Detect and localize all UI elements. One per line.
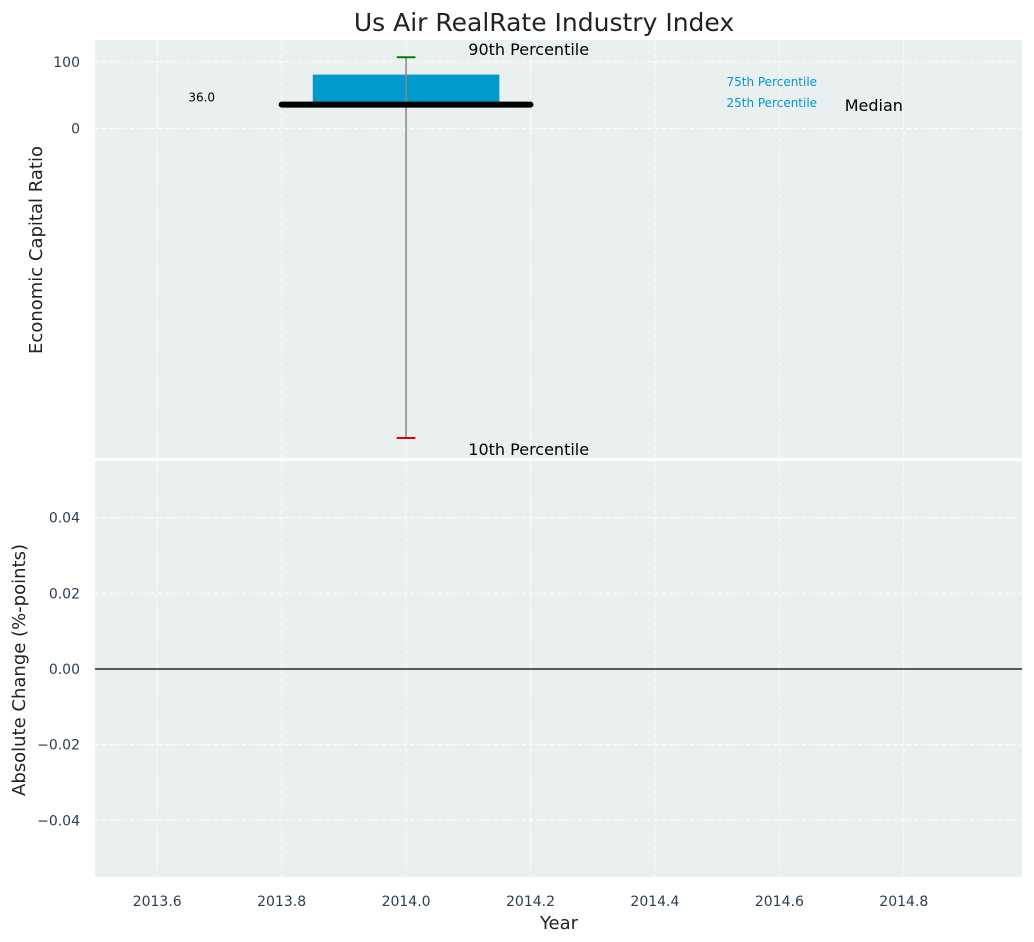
- top-plot-background: [95, 40, 1022, 458]
- x-tick-label: 2013.8: [257, 894, 306, 910]
- median-legend-label: Median: [845, 96, 903, 115]
- bottom-x-tick-labels: 2013.6 2013.8 2014.0 2014.2 2014.4 2014.6 2014…: [133, 894, 929, 910]
- bottom-y-tick-label: 0.04: [49, 511, 80, 527]
- p10-label: 10th Percentile: [468, 440, 589, 459]
- bottom-y-axis-label: Absolute Change (%-points): [9, 544, 30, 796]
- x-tick-label: 2014.0: [382, 894, 431, 910]
- top-y-tick-label: 0: [71, 122, 80, 138]
- top-y-tick-labels: 0 100: [53, 55, 80, 138]
- bottom-x-gridlines: [156, 461, 905, 877]
- x-tick-label: 2013.6: [133, 894, 182, 910]
- bottom-y-tick-label: 0.00: [49, 662, 80, 678]
- top-y-gridlines: [95, 61, 1022, 130]
- bottom-panel: −0.04 −0.02 0.00 0.02 0.04 2013.6 2013.8 2014.…: [9, 461, 1022, 934]
- median-value-label: 36.0: [188, 91, 215, 105]
- bottom-y-tick-label: −0.02: [37, 738, 80, 754]
- x-tick-label: 2014.4: [630, 894, 679, 910]
- x-tick-label: 2014.2: [506, 894, 555, 910]
- x-tick-label: 2014.8: [879, 894, 928, 910]
- p90-label: 90th Percentile: [468, 40, 589, 59]
- top-y-tick-label: 100: [53, 55, 80, 71]
- x-axis-label: Year: [539, 913, 579, 934]
- bottom-y-tick-label: −0.04: [37, 813, 80, 829]
- top-panel: 0 100 36.0 90th Percentile 10th Percentile 7…: [26, 40, 1022, 459]
- p25-label: 25th Percentile: [726, 96, 817, 110]
- bottom-y-tick-label: 0.02: [49, 586, 80, 602]
- bottom-y-tick-labels: −0.04 −0.02 0.00 0.02 0.04: [37, 511, 80, 830]
- chart-title: Us Air RealRate Industry Index: [354, 8, 734, 37]
- x-tick-label: 2014.6: [755, 894, 804, 910]
- box-plot: 36.0 90th Percentile 10th Percentile 75th P…: [188, 40, 903, 459]
- p75-label: 75th Percentile: [726, 75, 817, 89]
- top-y-axis-label: Economic Capital Ratio: [26, 146, 47, 354]
